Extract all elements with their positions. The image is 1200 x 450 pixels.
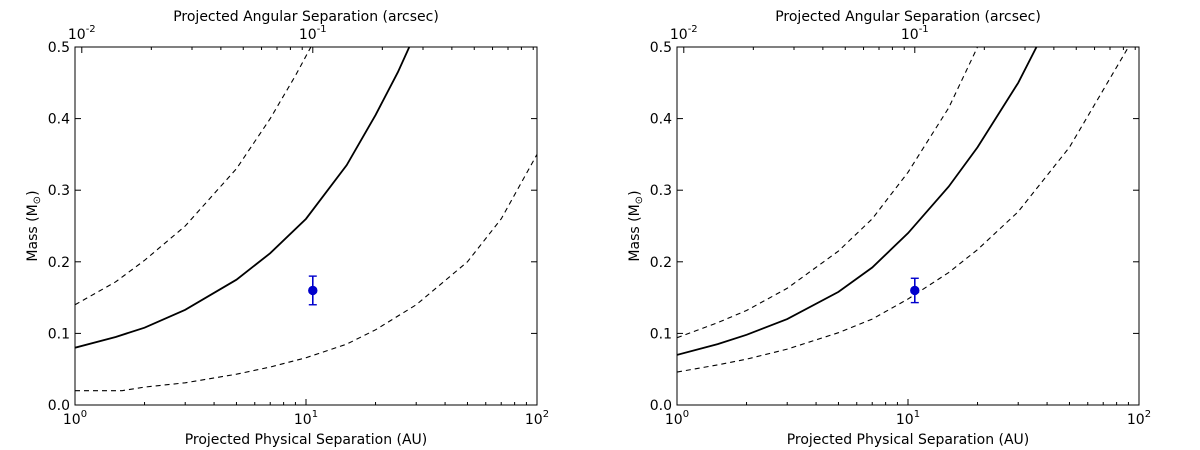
top-tick-label: 10-1 (299, 24, 327, 43)
top-tick-label-exp: -1 (317, 24, 327, 35)
y-tick-label: 0.5 (650, 40, 672, 56)
y-tick-label: 0.0 (48, 398, 70, 414)
x-tick-label-base: 10 (294, 412, 312, 428)
x-tick-label-exp: 1 (914, 409, 920, 420)
top-tick-label: 10-2 (68, 24, 96, 43)
x-tick-label-exp: 0 (683, 409, 689, 420)
y-axis-label: Mass (M⊙) (627, 190, 645, 261)
x-tick-label-base: 10 (525, 412, 543, 428)
x-axis-label: Projected Physical Separation (AU) (185, 432, 428, 448)
data-point-1 (308, 285, 318, 296)
solid-curve-1 (677, 47, 1038, 356)
y-axis-label-close: ) (25, 190, 41, 195)
y-tick-label: 0.5 (48, 40, 70, 56)
x-tick-label-exp: 0 (81, 409, 87, 420)
y-axis-label-text: Mass (M (25, 204, 41, 261)
y-tick-label: 0.2 (48, 255, 70, 271)
y-tick-label: 0.2 (650, 255, 672, 271)
y-axis-label-text: Mass (M (627, 204, 643, 261)
x-tick-label: 100 (665, 409, 689, 428)
y-tick-label: 0.1 (48, 326, 70, 342)
dashed-curve-2 (75, 47, 312, 306)
top-tick-label-exp: -2 (688, 24, 698, 35)
dashed-curve-2 (677, 47, 979, 339)
top-tick-label-base: 10 (299, 27, 317, 43)
x-tick-label-exp: 2 (543, 409, 549, 420)
x-tick-label: 101 (294, 409, 318, 428)
x-tick-label-base: 10 (1127, 412, 1145, 428)
y-axis-label-sub: ⊙ (32, 196, 43, 204)
top-tick-label-exp: -2 (86, 24, 96, 35)
y-tick-label: 0.4 (650, 112, 672, 128)
x-tick-label-exp: 1 (312, 409, 318, 420)
y-axis-label-sub: ⊙ (634, 196, 645, 204)
top-tick-label-base: 10 (901, 27, 919, 43)
top-axis-label: Projected Angular Separation (arcsec) (173, 9, 439, 25)
top-tick-label-base: 10 (670, 27, 688, 43)
x-axis-label: Projected Physical Separation (AU) (787, 432, 1030, 448)
x-tick-label-base: 10 (896, 412, 914, 428)
y-tick-label: 0.3 (650, 183, 672, 199)
data-point-1 (910, 285, 920, 296)
y-tick-label: 0.3 (48, 183, 70, 199)
plot-frame (74, 46, 538, 406)
x-tick-label-exp: 2 (1145, 409, 1151, 420)
y-axis-label-close: ) (627, 190, 643, 195)
x-tick-label: 100 (63, 409, 87, 428)
dashed-curve-3 (677, 47, 1129, 373)
y-tick-label: 0.1 (650, 326, 672, 342)
top-tick-label: 10-1 (901, 24, 929, 43)
dashed-curve-3 (75, 154, 537, 392)
plot-frame (676, 46, 1140, 406)
x-tick-label-base: 10 (665, 412, 683, 428)
x-tick-label: 102 (1127, 409, 1151, 428)
top-axis-label: Projected Angular Separation (arcsec) (775, 9, 1041, 25)
x-tick-label: 102 (525, 409, 549, 428)
x-tick-label-base: 10 (63, 412, 81, 428)
top-tick-label: 10-2 (670, 24, 698, 43)
y-tick-label: 0.0 (650, 398, 672, 414)
solid-curve-1 (75, 47, 411, 349)
top-tick-label-exp: -1 (919, 24, 929, 35)
top-tick-label-base: 10 (68, 27, 86, 43)
y-axis-label: Mass (M⊙) (25, 190, 43, 261)
y-tick-label: 0.4 (48, 112, 70, 128)
x-tick-label: 101 (896, 409, 920, 428)
